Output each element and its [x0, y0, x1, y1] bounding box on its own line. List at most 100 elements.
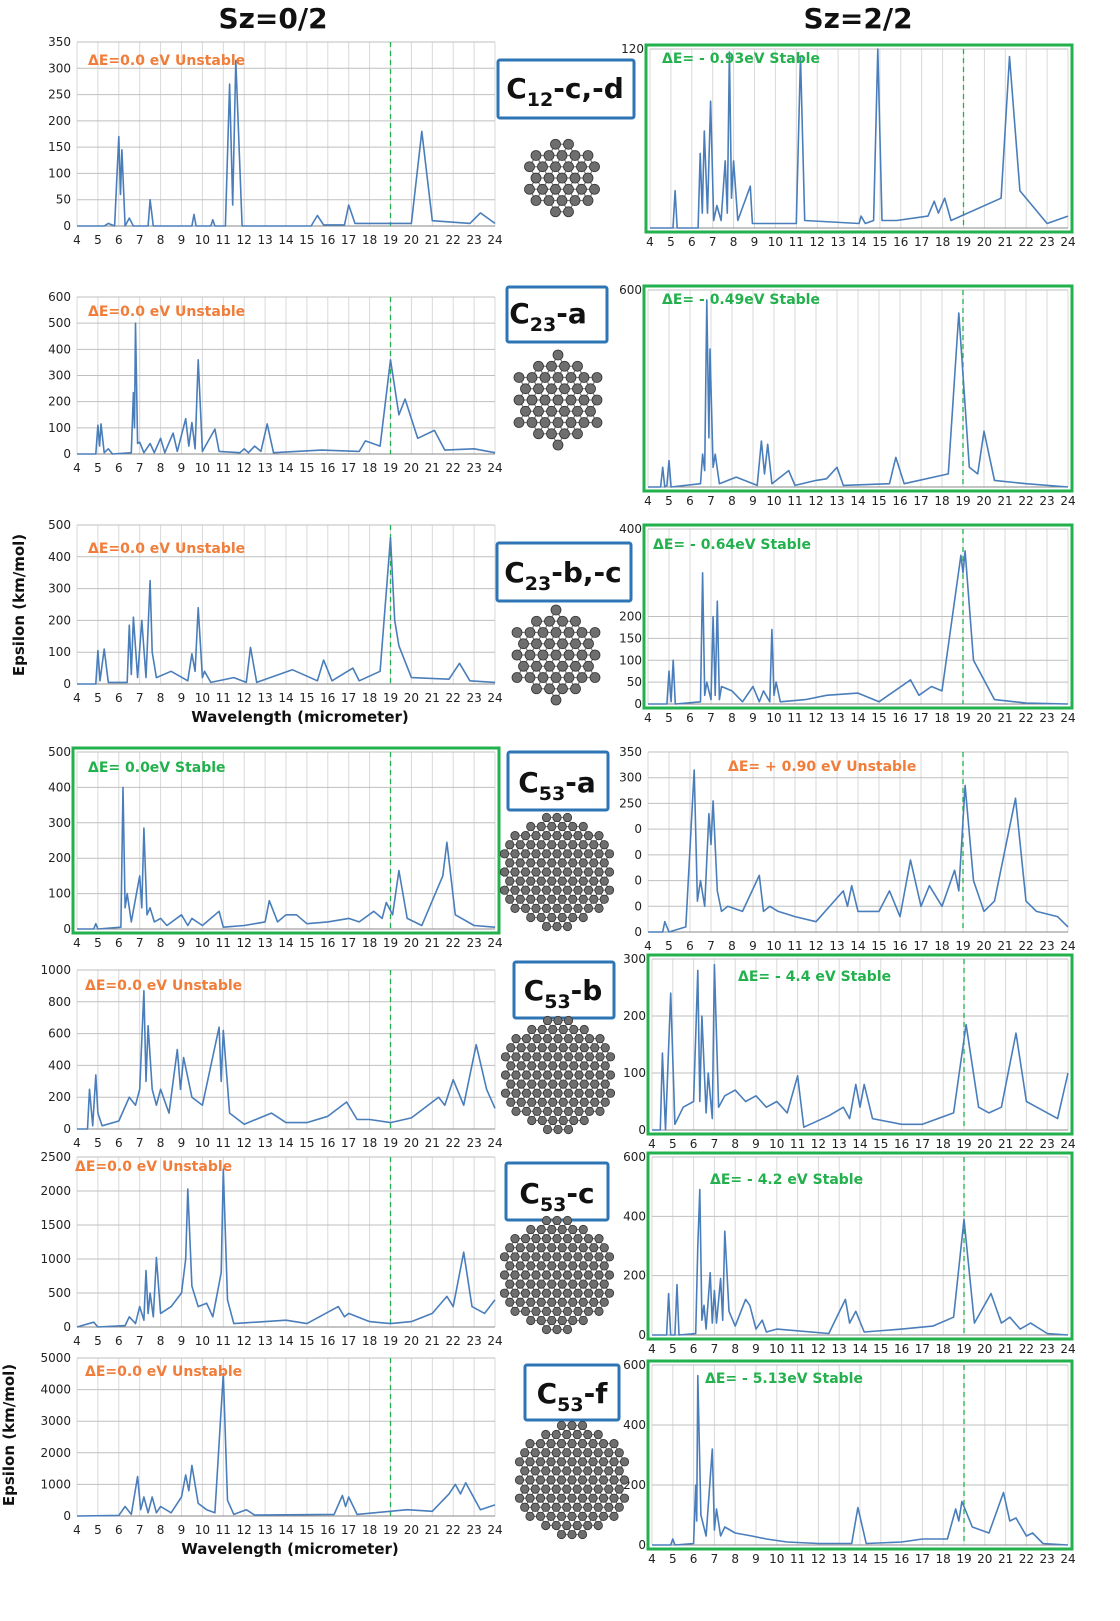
atom — [601, 1062, 609, 1070]
atom — [554, 1034, 562, 1042]
atom — [533, 1089, 541, 1097]
atom — [548, 822, 556, 830]
x-tick-label: 22 — [1019, 235, 1034, 249]
y-tick-label: 1500 — [40, 1218, 71, 1232]
atom — [547, 361, 557, 371]
atom — [521, 1289, 529, 1297]
annotation: ΔE= + 0.90 eV Unstable — [728, 759, 916, 775]
atom — [620, 1458, 628, 1466]
atom — [596, 1071, 604, 1079]
x-tick-label: 13 — [830, 235, 845, 249]
x-tick-label: 15 — [299, 1334, 314, 1348]
atom — [563, 922, 571, 930]
annotation: ΔE= - 4.2 eV Stable — [710, 1172, 863, 1188]
atom — [568, 1458, 576, 1466]
atom — [532, 868, 540, 876]
annotation: ΔE=0.0 eV Unstable — [85, 1364, 242, 1380]
atom — [536, 1458, 544, 1466]
x-tick-label: 24 — [487, 1136, 502, 1150]
x-tick-label: 13 — [257, 1523, 272, 1537]
atom — [521, 406, 531, 416]
atom — [515, 1476, 523, 1484]
atom — [601, 1044, 609, 1052]
x-tick-label: 21 — [998, 1552, 1013, 1566]
atom — [584, 1307, 592, 1315]
atom — [544, 150, 554, 160]
atom — [563, 831, 571, 839]
x-tick-label: 12 — [237, 461, 252, 475]
atom — [600, 859, 608, 867]
atom — [526, 1458, 534, 1466]
atom — [564, 1016, 572, 1024]
atom — [531, 196, 541, 206]
atom — [563, 1307, 571, 1315]
atom — [563, 1467, 571, 1475]
x-tick-label: 19 — [383, 1334, 398, 1348]
atom — [553, 1234, 561, 1242]
atom — [519, 639, 529, 649]
x-tick-label: 19 — [383, 691, 398, 705]
x-tick-label: 10 — [195, 1334, 210, 1348]
x-tick-label: 17 — [913, 494, 928, 508]
atom — [548, 1316, 556, 1324]
molecule-element: C — [537, 1377, 558, 1410]
y-tick-label: 120 — [621, 42, 644, 56]
x-tick-label: 21 — [425, 233, 440, 247]
x-tick-label: 22 — [446, 461, 461, 475]
atom — [507, 1098, 515, 1106]
atom — [558, 841, 566, 849]
atom — [579, 877, 587, 885]
atom — [595, 886, 603, 894]
x-tick-label: 20 — [976, 711, 991, 725]
atom — [536, 1476, 544, 1484]
atom — [557, 150, 567, 160]
atom — [521, 850, 529, 858]
atom — [528, 1116, 536, 1124]
atom — [527, 1244, 535, 1252]
atom — [537, 859, 545, 867]
atom — [579, 1316, 587, 1324]
atom — [521, 1467, 529, 1475]
atom — [553, 418, 563, 428]
x-tick-label: 11 — [787, 939, 802, 953]
x-tick-label: 17 — [914, 235, 929, 249]
x-tick-label: 12 — [237, 233, 252, 247]
atom — [538, 1062, 546, 1070]
atom — [542, 813, 550, 821]
atom — [537, 1316, 545, 1324]
atom — [606, 1071, 614, 1079]
x-tick-label: 11 — [216, 1136, 231, 1150]
x-tick-label: 22 — [446, 233, 461, 247]
atom — [564, 162, 574, 172]
atom — [579, 913, 587, 921]
atom — [532, 886, 540, 894]
x-tick-label: 18 — [934, 711, 949, 725]
y-tick-label: 600 — [623, 1358, 646, 1372]
atom — [511, 1271, 519, 1279]
x-tick-label: 19 — [383, 1523, 398, 1537]
x-tick-label: 24 — [487, 461, 502, 475]
x-tick-label: 24 — [487, 936, 502, 950]
x-tick-label: 8 — [730, 235, 738, 249]
atom — [553, 1216, 561, 1224]
x-tick-label: 11 — [216, 691, 231, 705]
atom — [552, 1485, 560, 1493]
atom — [542, 1503, 550, 1511]
x-tick-label: 7 — [711, 1137, 719, 1151]
atom — [557, 1476, 565, 1484]
y-tick-label: 0 — [63, 1320, 71, 1334]
y-tick-label: 350 — [48, 35, 71, 49]
y-tick-label: 0 — [63, 1122, 71, 1136]
atom — [583, 196, 593, 206]
y-tick-label: 100 — [619, 653, 642, 667]
atom — [563, 1234, 571, 1242]
atom — [570, 1025, 578, 1033]
x-tick-label: 10 — [769, 1137, 784, 1151]
x-tick-label: 16 — [320, 936, 335, 950]
atom — [537, 1225, 545, 1233]
atom — [595, 850, 603, 858]
atom — [564, 1125, 572, 1133]
atom — [569, 895, 577, 903]
atom — [521, 1449, 529, 1457]
figure: Sz=0/2 Sz=2/2 45678910111213141516171819… — [0, 0, 1120, 1621]
